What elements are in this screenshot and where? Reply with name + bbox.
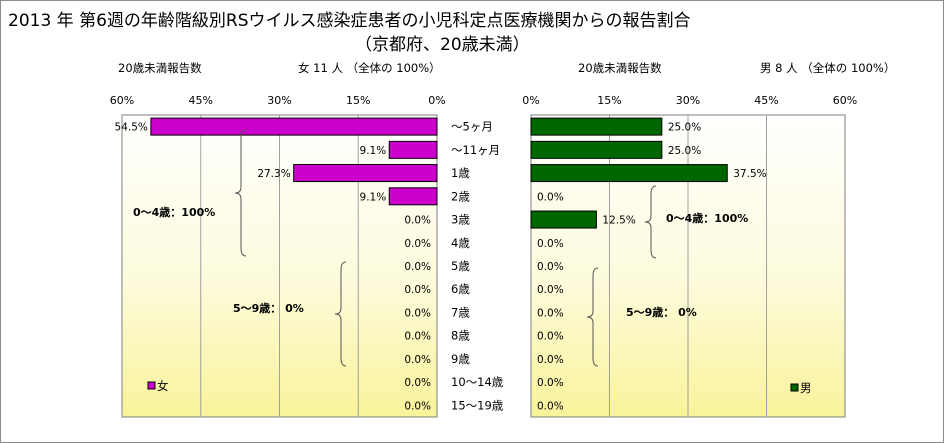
male-header-total: 男 8 人 （全体の 100%） (760, 61, 896, 75)
female-data-label: 9.1% (360, 191, 387, 203)
male-data-label: 0.0% (537, 377, 564, 389)
chart-subtitle: （京都府、20歳未満） (355, 35, 530, 55)
female-brace (234, 129, 247, 257)
male-annotation: 5～9歳： 0% (626, 305, 697, 319)
male-data-label: 0.0% (537, 191, 564, 203)
male-annotation: 0～4歳：100% (666, 211, 748, 225)
category-label: 10～14歳 (451, 375, 504, 389)
male-tick-label: 45% (754, 94, 778, 107)
female-bar (293, 164, 438, 183)
female-brace (334, 261, 347, 367)
male-tick-label: 0% (522, 94, 539, 107)
category-label: 7歳 (451, 305, 470, 319)
female-bar (150, 117, 438, 136)
female-tick-label: 0% (428, 94, 445, 107)
female-bar (388, 187, 438, 206)
male-legend-label: 男 (800, 381, 812, 395)
male-data-label: 0.0% (537, 284, 564, 296)
female-data-label: 0.0% (404, 284, 431, 296)
female-header-total: 女 11 人 （全体の 100%） (298, 61, 441, 75)
male-tick-label: 15% (597, 94, 621, 107)
male-data-label: 12.5% (602, 215, 635, 227)
female-data-label: 0.0% (404, 215, 431, 227)
male-data-label: 0.0% (537, 238, 564, 250)
category-label: ～11ヶ月 (451, 143, 500, 157)
female-annotation: 0～4歳：100% (133, 205, 215, 219)
male-header-label: 20歳未満報告数 (578, 61, 662, 75)
male-bar (530, 164, 728, 183)
female-data-label: 0.0% (404, 354, 431, 366)
male-tick-label: 30% (676, 94, 700, 107)
male-data-label: 0.0% (537, 261, 564, 273)
female-legend-label: 女 (157, 379, 169, 393)
male-bar (530, 140, 663, 159)
category-label: 1歳 (451, 166, 470, 180)
male-bar (530, 210, 597, 229)
female-data-label: 27.3% (257, 168, 290, 180)
category-label: 5歳 (451, 259, 470, 273)
male-tick-label: 60% (833, 94, 857, 107)
male-data-label: 37.5% (733, 168, 766, 180)
female-annotation: 5～9歳： 0% (233, 301, 304, 315)
male-data-label: 0.0% (537, 331, 564, 343)
male-brace (586, 267, 599, 367)
male-data-label: 0.0% (537, 354, 564, 366)
category-label: ～5ヶ月 (451, 120, 493, 134)
female-header-label: 20歳未満報告数 (118, 61, 202, 75)
male-data-label: 0.0% (537, 400, 564, 412)
female-legend-swatch (147, 381, 156, 390)
female-bar (388, 140, 438, 159)
male-bar (530, 117, 663, 136)
female-tick-label: 60% (110, 94, 134, 107)
male-brace (644, 185, 657, 259)
female-data-label: 54.5% (115, 122, 148, 134)
male-legend-swatch (790, 383, 799, 392)
female-data-label: 9.1% (360, 145, 387, 157)
category-label: 2歳 (451, 189, 470, 203)
male-data-label: 25.0% (668, 122, 701, 134)
female-data-label: 0.0% (404, 307, 431, 319)
category-label: 9歳 (451, 352, 470, 366)
category-label: 8歳 (451, 329, 470, 343)
female-tick-label: 15% (346, 94, 370, 107)
female-data-label: 0.0% (404, 261, 431, 273)
category-label: 3歳 (451, 213, 470, 227)
female-tick-label: 30% (267, 94, 291, 107)
male-data-label: 0.0% (537, 307, 564, 319)
category-label: 15～19歳 (451, 398, 504, 412)
female-data-label: 0.0% (404, 331, 431, 343)
male-data-label: 25.0% (668, 145, 701, 157)
female-tick-label: 45% (189, 94, 213, 107)
female-data-label: 0.0% (404, 400, 431, 412)
category-label: 6歳 (451, 282, 470, 296)
category-label: 4歳 (451, 236, 470, 250)
chart-title: 2013 年 第6週の年齢階級別RSウイルス感染症患者の小児科定点医療機関からの… (8, 11, 691, 31)
female-data-label: 0.0% (404, 238, 431, 250)
female-data-label: 0.0% (404, 377, 431, 389)
